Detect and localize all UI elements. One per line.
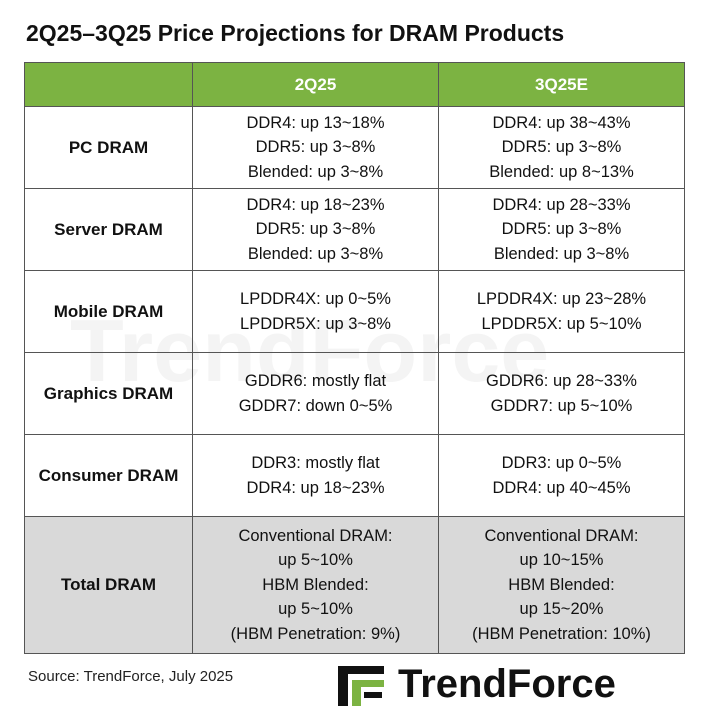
column-header: 3Q25E (438, 62, 685, 107)
table-cell: DDR4: up 38~43% DDR5: up 3~8% Blended: up … (438, 106, 685, 189)
cell-line: DDR3: up 0~5% (501, 454, 622, 472)
logo-icon (338, 666, 384, 706)
cell-line: LPDDR5X: up 3~8% (240, 314, 391, 333)
table-row: Server DRAM DDR4: up 18~23% DDR5: up 3~8% B… (24, 188, 685, 271)
column-header: 2Q25 (192, 62, 439, 107)
logo: TrendForce (336, 660, 684, 710)
row-label: Server DRAM (24, 188, 193, 271)
table-row: PC DRAM DDR4: up 13~18% DDR5: up 3~8% Blend… (24, 106, 685, 189)
cell-line: up 10~15% (519, 551, 604, 570)
row-label: Consumer DRAM (24, 434, 193, 517)
row-label: Total DRAM (24, 516, 193, 654)
cell-line: Conventional DRAM: (238, 526, 393, 545)
table-row: Mobile DRAM LPDDR4X: up 0~5% LPDDR5X: up 3… (24, 270, 685, 353)
cell-line: HBM Blended: (508, 575, 615, 594)
table-cell: DDR3: up 0~5% DDR4: up 40~45% (438, 434, 685, 517)
cell-line: DDR5: up 3~8% (255, 138, 376, 157)
row-label: PC DRAM (24, 106, 193, 189)
table-cell: GDDR6: up 28~33% GDDR7: up 5~10% (438, 352, 685, 435)
header-row: 2Q25 3Q25E (24, 62, 685, 107)
table-cell: Conventional DRAM: up 5~10% HBM Blended: up… (192, 516, 439, 654)
row-label: Graphics DRAM (24, 352, 193, 435)
cell-line: DDR3: mostly flat (251, 454, 380, 472)
cell-line: up 15~20% (519, 600, 604, 619)
cell-line: DDR5: up 3~8% (255, 220, 376, 239)
page-title: 2Q25–3Q25 Price Projections for DRAM Pro… (26, 20, 565, 46)
table-cell: DDR3: mostly flat DDR4: up 18~23% (192, 434, 439, 517)
cell-line: DDR4: up 28~33% (492, 195, 631, 214)
table-cell: GDDR6: mostly flat GDDR7: down 0~5% (192, 352, 439, 435)
cell-line: LPDDR5X: up 5~10% (481, 314, 642, 333)
cell-line: GDDR7: up 5~10% (490, 396, 633, 415)
table-row: Consumer DRAM DDR3: mostly flat DDR4: up 1… (24, 434, 685, 517)
table-cell: DDR4: up 28~33% DDR5: up 3~8% Blended: up … (438, 188, 685, 271)
cell-line: Blended: up 3~8% (493, 244, 630, 263)
cell-line: GDDR6: up 28~33% (486, 372, 637, 390)
price-table: 2Q25 3Q25E PC DRAM DDR4: up 13~18% DDR5: up… (24, 62, 685, 654)
cell-line: LPDDR4X: up 0~5% (240, 290, 391, 308)
row-label: Mobile DRAM (24, 270, 193, 353)
cell-line: up 5~10% (278, 551, 353, 570)
cell-line: LPDDR4X: up 23~28% (476, 290, 647, 308)
table-cell: LPDDR4X: up 23~28% LPDDR5X: up 5~10% (438, 270, 685, 353)
cell-line: (HBM Penetration: 10%) (472, 624, 651, 643)
cell-line: Blended: up 3~8% (247, 244, 384, 263)
table-cell: DDR4: up 13~18% DDR5: up 3~8% Blended: up … (192, 106, 439, 189)
cell-line: GDDR7: down 0~5% (238, 396, 393, 415)
logo-text: TrendForce (398, 662, 616, 706)
cell-line: DDR4: up 40~45% (492, 478, 631, 497)
column-header (24, 62, 193, 107)
cell-line: HBM Blended: (262, 575, 369, 594)
table-row: Graphics DRAM GDDR6: mostly flat GDDR7: do… (24, 352, 685, 435)
cell-line: DDR4: up 38~43% (492, 113, 631, 132)
cell-line: DDR5: up 3~8% (501, 220, 622, 239)
cell-line: Blended: up 8~13% (489, 162, 634, 181)
table-row: Total DRAM Conventional DRAM: up 5~10% HBM … (24, 516, 685, 654)
table-cell: LPDDR4X: up 0~5% LPDDR5X: up 3~8% (192, 270, 439, 353)
cell-line: DDR4: up 13~18% (246, 113, 385, 132)
cell-line: (HBM Penetration: 9%) (230, 624, 401, 643)
cell-line: DDR4: up 18~23% (246, 195, 385, 214)
cell-line: up 5~10% (278, 600, 353, 619)
source-note: Source: TrendForce, July 2025 (28, 668, 234, 685)
table-cell: Conventional DRAM: up 10~15% HBM Blended: u… (438, 516, 685, 654)
cell-line: DDR5: up 3~8% (501, 138, 622, 157)
cell-line: Blended: up 3~8% (247, 162, 384, 181)
cell-line: DDR4: up 18~23% (246, 478, 385, 497)
cell-line: GDDR6: mostly flat (244, 372, 387, 390)
cell-line: Conventional DRAM: (484, 526, 639, 545)
table-cell: DDR4: up 18~23% DDR5: up 3~8% Blended: up … (192, 188, 439, 271)
